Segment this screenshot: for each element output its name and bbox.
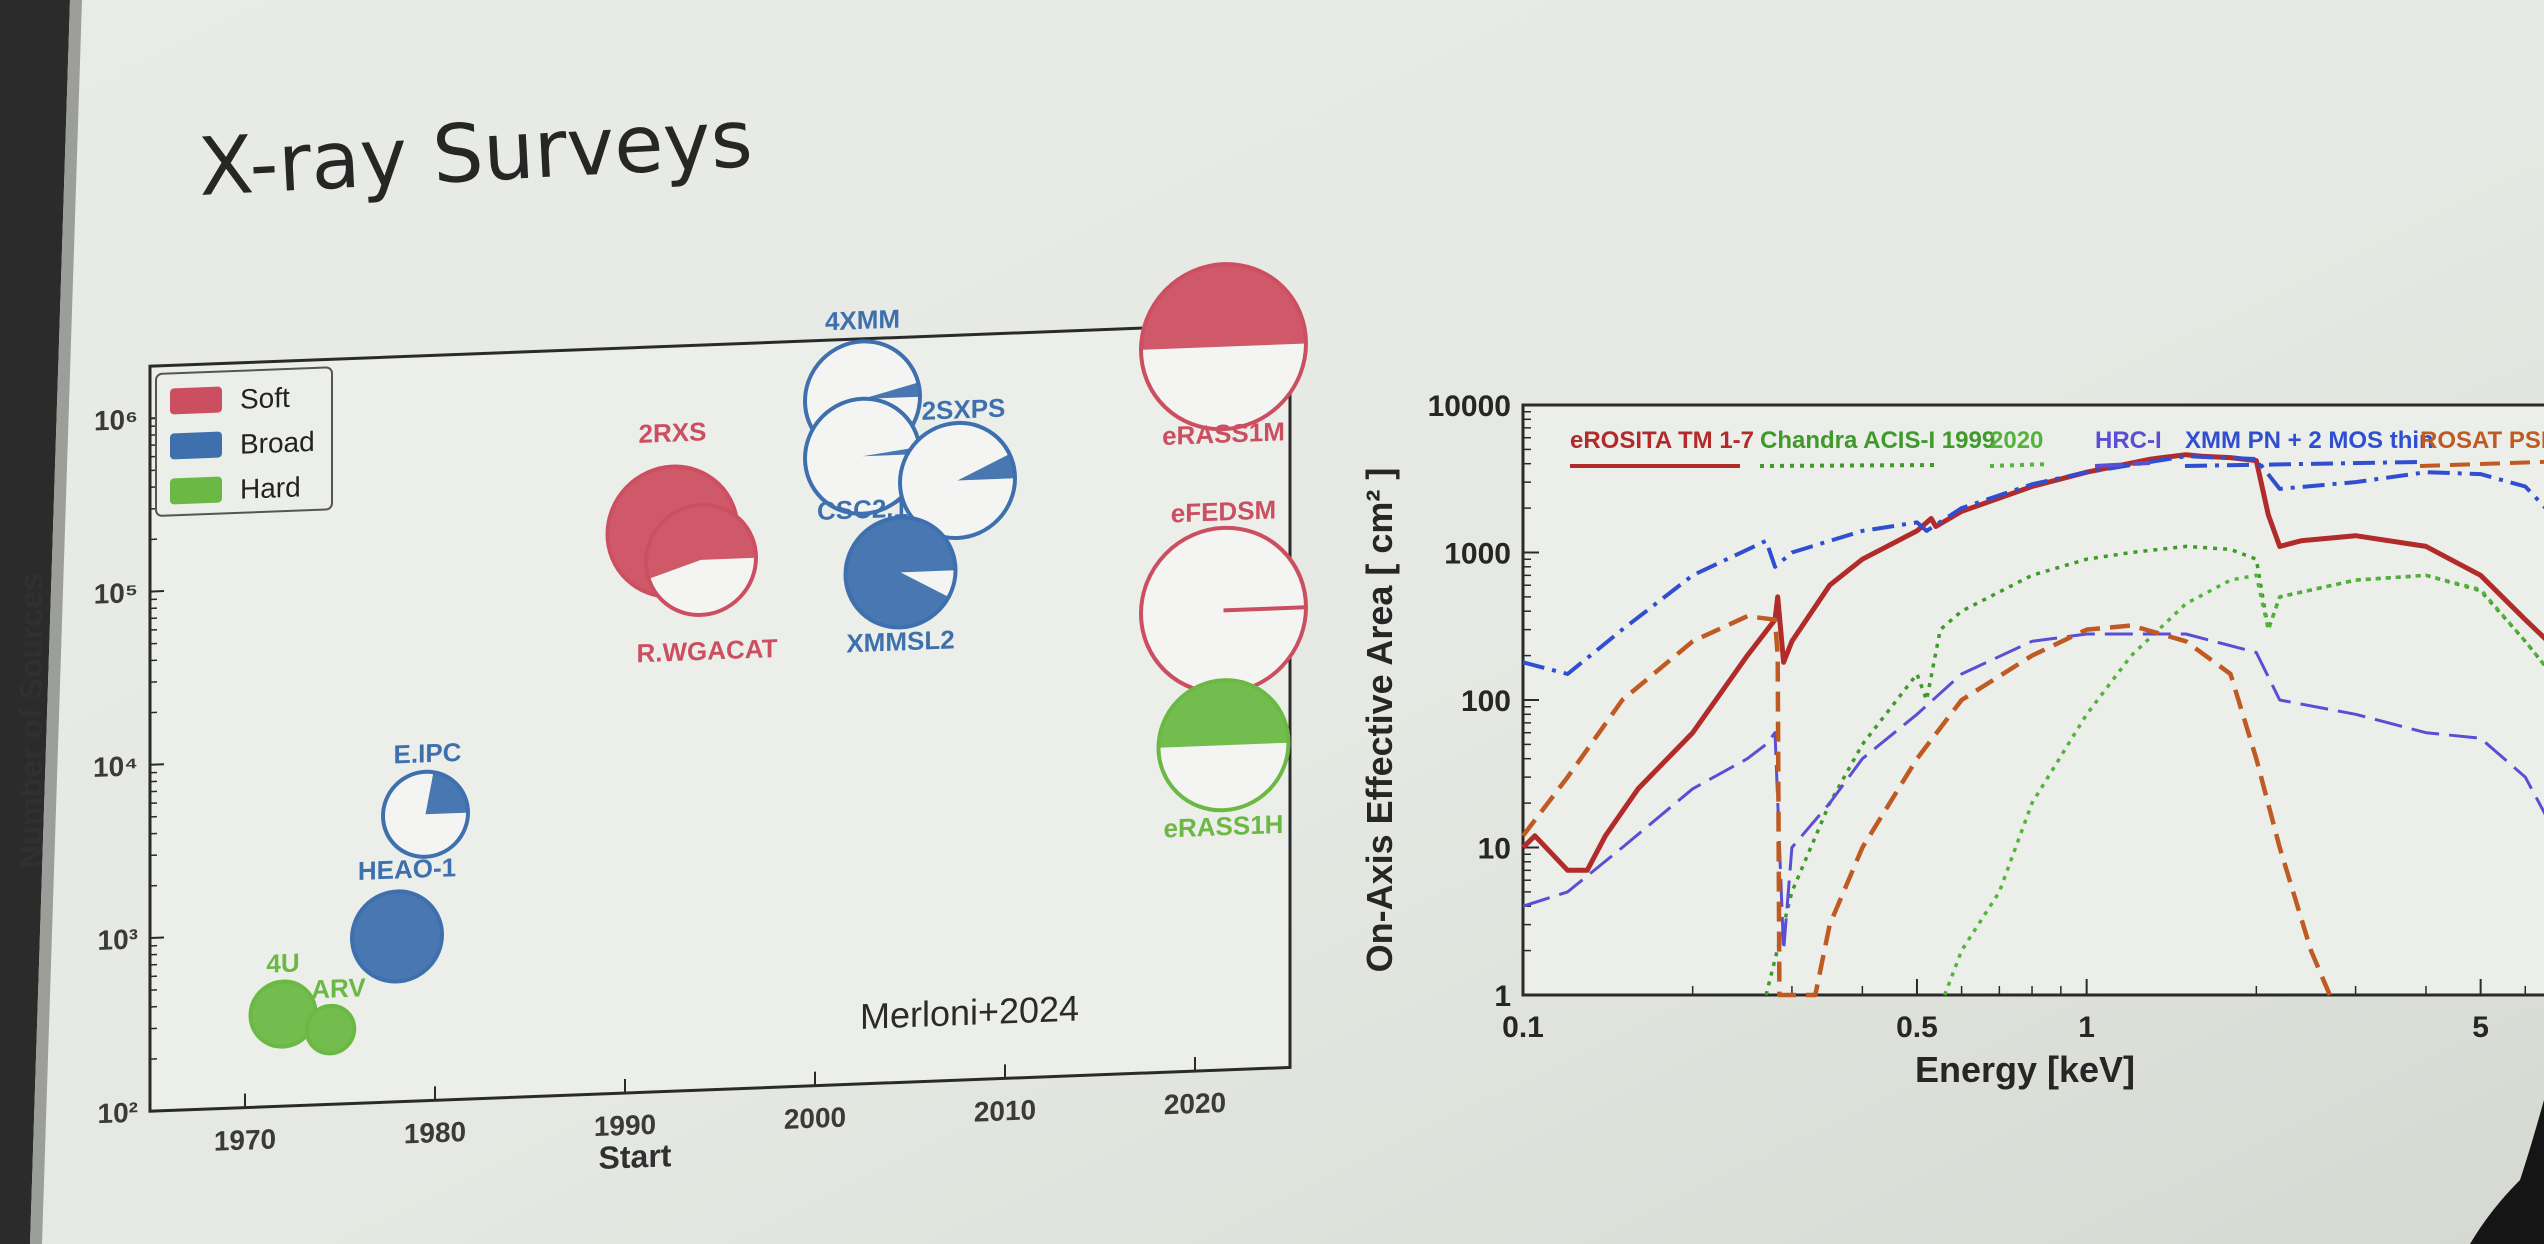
x-tick-label: 1990 [594,1109,656,1142]
legend-label-soft: Soft [240,382,290,415]
area-legend-label: eROSITA TM 1-7 [1570,427,1754,454]
survey-label: R.WGACAT [637,633,778,668]
area-legend-label: Chandra ACIS-I 1999 [1760,427,1995,454]
survey-label: XMMSL2 [846,624,954,658]
legend-swatch-soft [170,386,222,415]
area-legend-line [1989,462,2051,468]
credit-annotation: Merloni+2024 [860,988,1079,1037]
x-tick-label: 2000 [784,1102,846,1135]
x-tick-label: 2010 [974,1094,1036,1127]
survey-label: 4U [266,947,299,978]
survey-point-erass1m: eRASS1M [1139,262,1308,451]
legend-swatch-broad [170,431,222,460]
survey-label: eRASS1M [1162,416,1285,451]
curve-erosita-tm-1-7 [1521,452,2544,873]
effective-area-chart: 0.1 0.5 1 5 1 10 100 1000 10000 eROSITA TM 1-7 Ch… [1359,390,2544,1090]
survey-label: 4XMM [825,304,900,337]
survey-point-4u: 4U [248,947,318,1049]
y-tick-label: 1 [1494,980,1511,1013]
y-tick-mark [150,590,164,593]
screen-frame-shadow [30,0,82,1244]
y-tick-label: 10⁶ [94,404,138,437]
area-ticks: 0.1 0.5 1 5 1 10 100 1000 10000 [1428,390,2527,1044]
curve-xmm-pn-2-mos-thin [1522,454,2544,676]
y-tick-label: 10⁴ [93,750,138,783]
area-legend-line [2184,460,2421,468]
screen-frame-edge [0,0,70,1244]
area-y-axis-title: On-Axis Effective Area [ cm² ] [1359,468,1400,973]
y-tick-label: 100 [1461,685,1511,718]
survey-point-2sxps: 2SXPS [898,393,1017,541]
area-legend-label: ROSAT PSPC [2420,427,2544,454]
survey-point-r-wgacat: R.WGACAT [637,502,778,668]
y-tick-label: 1000 [1444,538,1511,571]
curve-hrc-i [1522,632,2544,953]
area-x-axis-title: Energy [keV] [1915,1049,2135,1090]
area-legend-label: XMM PN + 2 MOS thin [2185,427,2434,454]
y-tick-mark [150,936,164,940]
area-legend-label: 2020 [1990,427,2043,454]
area-plot-frame [1521,403,2544,997]
surveys-legend: Soft Broad Hard [155,366,333,517]
y-tick-mark [150,763,164,766]
x-tick-label: 0.5 [1896,1011,1938,1044]
survey-point-xmmsl2: XMMSL2 [843,515,958,658]
legend-swatch-hard [170,476,222,505]
survey-label: ARV [311,972,366,1004]
survey-point-e-ipc: E.IPC [381,737,470,859]
y-tick-label: 10 [1478,833,1511,866]
survey-label: HEAO-1 [358,852,456,886]
y-tick-label: 10³ [98,923,138,956]
y-tick-mark [150,1109,164,1113]
x-tick-label: 5 [2472,1011,2489,1044]
survey-label: E.IPC [394,737,462,770]
survey-point-erass1h: eRASS1H [1156,678,1291,844]
survey-label: 2SXPS [922,393,1006,426]
y-tick-label: 10⁵ [94,577,138,610]
area-curves [1521,452,2544,998]
survey-point-heao-1: HEAO-1 [350,852,456,984]
surveys-y-axis-title: Number of Sources [13,573,49,869]
survey-point-arv: ARV [304,972,366,1056]
area-legend-line [2094,461,2151,468]
legend-label-broad: Broad [240,426,315,460]
x-tick-label: 1970 [214,1123,276,1156]
surveys-points: 4UARVHEAO-1E.IPC2RXSR.WGACAT4XMMCSC2.12S… [248,262,1308,1056]
area-legend-line [2419,459,2544,468]
survey-label: 2RXS [639,416,707,449]
presenter-silhouette [2470,1100,2544,1244]
y-tick-label: 10000 [1428,390,1511,423]
x-tick-label: 0.1 [1502,1011,1544,1044]
x-tick-label: 2020 [1164,1087,1226,1120]
surveys-x-axis-title: Start [599,1137,672,1176]
area-legend-label: HRC-I [2095,427,2162,454]
x-tick-label: 1 [2078,1011,2095,1044]
surveys-ticks: 1970 1980 1990 2000 2010 2020 10² 10³ 10⁴ 10⁵ 10⁶ [93,365,1226,1157]
surveys-chart: 1970 1980 1990 2000 2010 202010²10³10⁴10⁵10⁶ … [13,262,1308,1176]
survey-label: eRASS1H [1164,809,1284,844]
survey-label: eFEDSM [1171,494,1276,528]
x-tick-label: 1980 [404,1116,466,1149]
curve-rosat-pspc [1521,613,2332,998]
legend-label-hard: Hard [240,471,301,504]
y-tick-label: 10² [98,1097,138,1130]
